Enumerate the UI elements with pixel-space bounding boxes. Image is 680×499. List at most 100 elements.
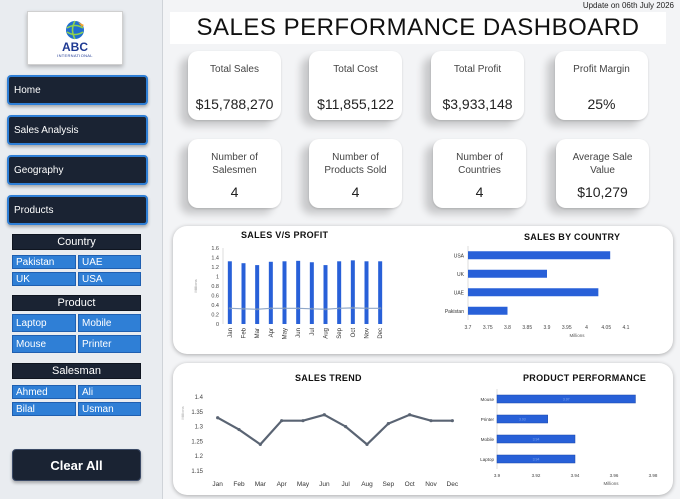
- x-tick-label: Sep: [383, 481, 395, 488]
- x-tick-label: 3.95: [562, 325, 572, 331]
- x-axis-label: Millions: [603, 481, 619, 486]
- country-option-pakistan[interactable]: Pakistan: [12, 255, 76, 269]
- x-tick-label: Jan: [228, 328, 234, 338]
- salesman-option-usman[interactable]: Usman: [78, 402, 141, 416]
- logo-subtitle: INTERNATIONAL: [57, 52, 93, 58]
- x-tick-label: Jun: [319, 481, 330, 488]
- x-tick-label: 3.96: [610, 473, 619, 478]
- country-option-uae[interactable]: UAE: [78, 255, 141, 269]
- kpi-label: Profit Margin: [573, 64, 630, 75]
- trend-point: [344, 425, 348, 429]
- kpi-value: $3,933,148: [442, 96, 513, 112]
- profit-point: [283, 307, 286, 310]
- y-tick-label: Mobile: [481, 437, 495, 442]
- sales-bar: [364, 261, 369, 324]
- kpi-value: 4: [351, 184, 360, 200]
- kpi-number-of-products-sold: Number of Products Sold 4: [309, 139, 402, 208]
- kpi-profit-margin: Profit Margin 25%: [555, 51, 648, 120]
- trend-point: [386, 422, 390, 426]
- salesman-slicer-title: Salesman: [12, 363, 141, 379]
- product-slicer-title: Product: [12, 295, 141, 311]
- profit-point: [296, 307, 300, 310]
- y-tick-label: 0.2: [211, 313, 219, 319]
- sales-bar: [227, 261, 232, 324]
- x-tick-label: May: [297, 481, 310, 488]
- y-tick-label: UK: [457, 272, 465, 278]
- kpi-value: 4: [230, 184, 239, 200]
- x-tick-label: Apr: [277, 481, 288, 488]
- x-tick-label: Oct: [405, 481, 415, 488]
- country-bar: [468, 269, 547, 278]
- nav-sales-analysis-button[interactable]: Sales Analysis: [7, 115, 148, 145]
- profit-point: [269, 307, 273, 310]
- y-tick-label: Printer: [481, 417, 495, 422]
- profit-point: [378, 307, 382, 310]
- y-tick-label: 1.15: [191, 469, 203, 475]
- x-tick-label: Nov: [365, 328, 371, 339]
- product-option-laptop[interactable]: Laptop: [12, 314, 76, 332]
- x-tick-label: Aug: [361, 481, 373, 488]
- x-tick-label: 3.75: [483, 325, 493, 331]
- product-bar: [496, 454, 576, 464]
- salesman-option-bilal[interactable]: Bilal: [12, 402, 76, 416]
- clear-all-button[interactable]: Clear All: [12, 449, 141, 481]
- product-bar: [496, 434, 576, 444]
- kpi-average-sale-value: Average Sale Value $10,279: [556, 139, 649, 208]
- product-bar: [496, 394, 636, 404]
- data-label: 3.94: [533, 458, 540, 462]
- x-tick-label: 4.1: [623, 325, 630, 331]
- x-tick-label: 3.98: [649, 473, 658, 478]
- nav-home-button[interactable]: Home: [7, 75, 148, 105]
- logo-name: ABC: [62, 39, 88, 54]
- y-tick-label: 1.25: [191, 439, 203, 445]
- sales-bar: [268, 261, 273, 324]
- trend-point: [450, 419, 454, 423]
- profit-point: [337, 307, 341, 310]
- salesman-option-ahmed[interactable]: Ahmed: [12, 385, 76, 399]
- country-option-usa[interactable]: USA: [78, 272, 141, 286]
- nav-products-button[interactable]: Products: [7, 195, 148, 225]
- bottom-charts-panel: SALES TREND Millions 1.15 1.2 1.25 1.3 1.35 1.…: [173, 363, 673, 495]
- x-tick-label: Jul: [310, 328, 316, 336]
- trend-point: [408, 413, 412, 417]
- y-tick-label: 0.6: [211, 294, 219, 300]
- x-tick-label: Dec: [378, 328, 384, 339]
- product-option-printer[interactable]: Printer: [78, 335, 141, 353]
- data-label: 3.93: [519, 418, 526, 422]
- sales-bar: [309, 262, 314, 324]
- nav-geography-button[interactable]: Geography: [7, 155, 148, 185]
- sales-vs-profit-chart: Millions 0 0.2 0.4 0.6 0.8 1 1.2 1.4 1.6 Jan Feb Mar…: [193, 246, 384, 339]
- sales-bar: [282, 261, 287, 324]
- kpi-number-of-salesmen: Number of Salesmen 4: [188, 139, 281, 208]
- y-tick-label: 0.4: [211, 303, 219, 309]
- profit-point: [242, 307, 245, 310]
- update-date: Update on 06th July 2026: [582, 1, 674, 10]
- y-axis-label: Millions: [180, 406, 185, 419]
- x-tick-label: 3.94: [571, 473, 580, 478]
- x-tick-label: 3.92: [532, 473, 541, 478]
- product-option-mobile[interactable]: Mobile: [78, 314, 141, 332]
- kpi-value: 25%: [587, 96, 616, 112]
- x-tick-label: May: [283, 328, 289, 339]
- kpi-label: Total Sales: [210, 64, 259, 75]
- trend-point: [237, 427, 241, 432]
- trend-point: [429, 419, 433, 423]
- data-label: 3.94: [533, 438, 540, 442]
- sales-bar: [323, 265, 328, 324]
- salesman-option-ali[interactable]: Ali: [78, 385, 141, 399]
- product-option-mouse[interactable]: Mouse: [12, 335, 76, 353]
- sales-trend-title: SALES TREND: [295, 373, 362, 383]
- x-tick-label: Jul: [342, 481, 351, 488]
- profit-point: [310, 307, 314, 310]
- trend-point: [322, 413, 326, 417]
- country-bar: [468, 251, 611, 260]
- kpi-total-sales: Total Sales $15,788,270: [188, 51, 281, 120]
- country-option-uk[interactable]: UK: [12, 272, 76, 286]
- x-tick-label: 3.8: [504, 325, 511, 331]
- y-tick-label: Laptop: [480, 457, 494, 462]
- profit-point: [351, 306, 355, 310]
- y-tick-label: 0: [216, 322, 219, 328]
- kpi-value: $11,855,122: [317, 96, 394, 112]
- y-tick-label: 1.35: [191, 410, 203, 416]
- x-tick-label: 4.05: [601, 325, 611, 331]
